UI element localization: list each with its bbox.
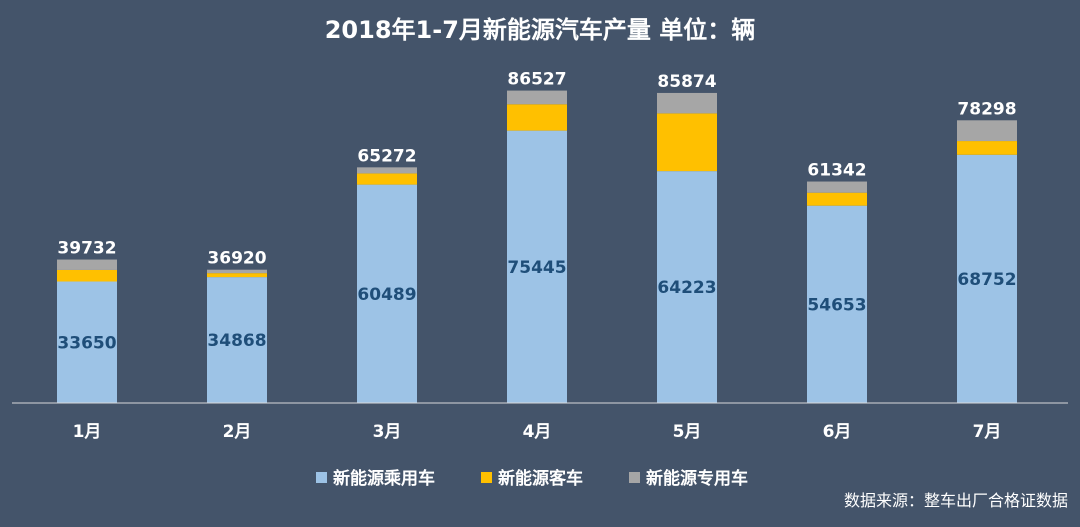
category-label: 3月	[373, 422, 402, 442]
bar-value-label: 34868	[207, 331, 266, 351]
bar-total-label: 85874	[657, 72, 716, 92]
bar-total-label: 86527	[507, 70, 566, 90]
bar-value-label: 68752	[957, 270, 1016, 290]
bar-segment-2-6	[807, 192, 867, 206]
legend-label: 新能源客车	[498, 468, 583, 489]
legend-swatch	[629, 472, 640, 483]
category-label: 7月	[973, 422, 1002, 442]
chart-title: 2018年1-7月新能源汽车产量 单位：辆	[325, 16, 756, 44]
bar-segment-3-6	[807, 181, 867, 193]
bar-segment-3-1	[57, 259, 117, 270]
bar-value-label: 60489	[357, 285, 416, 305]
bar-segment-3-7	[957, 120, 1017, 142]
category-label: 6月	[823, 422, 852, 442]
category-label: 5月	[673, 422, 702, 442]
bar-segment-3-2	[207, 269, 267, 274]
bar-total-label: 39732	[57, 239, 116, 259]
bar-total-label: 36920	[207, 249, 266, 269]
category-label: 2月	[223, 422, 252, 442]
bar-segment-1-2	[207, 277, 267, 403]
data-source-note: 数据来源：整车出厂合格证数据	[844, 491, 1068, 510]
bar-segment-1-3	[357, 184, 417, 403]
bar-segment-1-6	[807, 205, 867, 403]
bar-total-label: 78298	[957, 99, 1016, 119]
bar-segment-2-4	[507, 104, 567, 131]
legend: 新能源乘用车 新能源客车 新能源专用车	[316, 468, 748, 489]
legend-swatch	[316, 472, 327, 483]
category-label: 4月	[523, 422, 552, 442]
category-label: 1月	[73, 422, 102, 442]
bar-segment-2-2	[207, 273, 267, 278]
legend-label: 新能源乘用车	[333, 468, 435, 489]
legend-label: 新能源专用车	[646, 468, 748, 489]
bar-value-label: 64223	[657, 278, 716, 298]
bar-total-label: 61342	[807, 161, 866, 181]
bar-segment-2-5	[657, 113, 717, 172]
bar-value-label: 54653	[807, 295, 866, 315]
bar-value-label: 33650	[57, 333, 116, 353]
bar-segment-2-7	[957, 141, 1017, 155]
bar-segment-3-5	[657, 92, 717, 114]
bar-value-label: 75445	[507, 258, 566, 278]
bar-segment-1-1	[57, 281, 117, 403]
bar-segment-1-4	[507, 130, 567, 404]
bar-segment-3-3	[357, 167, 417, 174]
bar-segment-2-1	[57, 269, 117, 282]
bar-segment-1-7	[957, 154, 1017, 403]
category-labels: 1月 2月 3月 4月 5月 6月 7月	[73, 422, 1002, 442]
bar-segment-3-4	[507, 90, 567, 105]
legend-swatch	[481, 472, 492, 483]
bar-segment-1-5	[657, 171, 717, 403]
bar-total-label: 65272	[357, 146, 416, 166]
bars-layer: 33650 39732 34868 36920 60489 65272 75445 86527…	[57, 70, 1017, 404]
bar-segment-2-3	[357, 173, 417, 185]
